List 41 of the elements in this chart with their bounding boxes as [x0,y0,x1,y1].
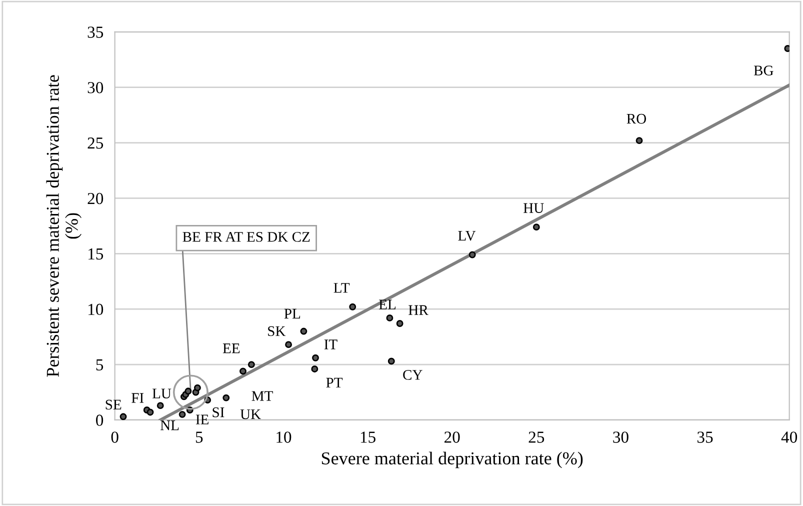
annotation: LV [458,230,476,241]
y-tick-label: 0 [96,414,104,426]
annotation: SK [268,326,286,336]
annotation: RO [626,114,646,124]
x-tick-label: 40 [781,432,798,443]
annotation: NL [160,420,179,430]
y-tick-label: 35 [88,26,104,38]
x-tick-label: 0 [111,432,118,443]
annotation: MT [252,391,273,401]
x-tick-label: 30 [613,432,628,443]
x-tick-label: 25 [528,432,544,443]
annotation: BG [754,66,774,76]
x-axis-title: Severe material deprivation rate (%) [322,452,583,468]
y-tick-label: 10 [88,304,104,316]
x-tick-label: 15 [360,432,376,443]
annotation: IT [324,340,338,350]
x-tick-label: 5 [196,432,203,443]
x-tick-label: 35 [698,432,713,443]
annotation: EL [379,300,396,310]
y-tick-label: 20 [88,192,104,204]
x-tick-label: 10 [276,432,292,443]
annotation: EE [222,344,240,354]
y-tick-label: 5 [96,359,104,370]
annotation: CY [403,370,422,380]
annotation: LT [334,283,350,293]
y-tick-label: 30 [88,82,104,94]
annotation: UK [240,409,261,420]
annotation: BE FR AT ES DK CZ [182,232,310,242]
annotation: SI [212,407,224,418]
annotation: IE [196,414,208,424]
annotation: FI [132,393,144,403]
annotation: SE [106,400,122,410]
annotation: PL [284,308,300,318]
annotation: PT [326,378,343,388]
y-axis-title: Persistent severe material deprivation rate (%) [46,75,82,377]
y-tick-label: 15 [88,248,104,260]
annotation: HU [524,203,544,213]
x-tick-label: 20 [444,432,460,443]
annotation: LU [152,388,172,398]
annotation: HR [408,305,428,315]
y-tick-label: 25 [88,138,104,149]
